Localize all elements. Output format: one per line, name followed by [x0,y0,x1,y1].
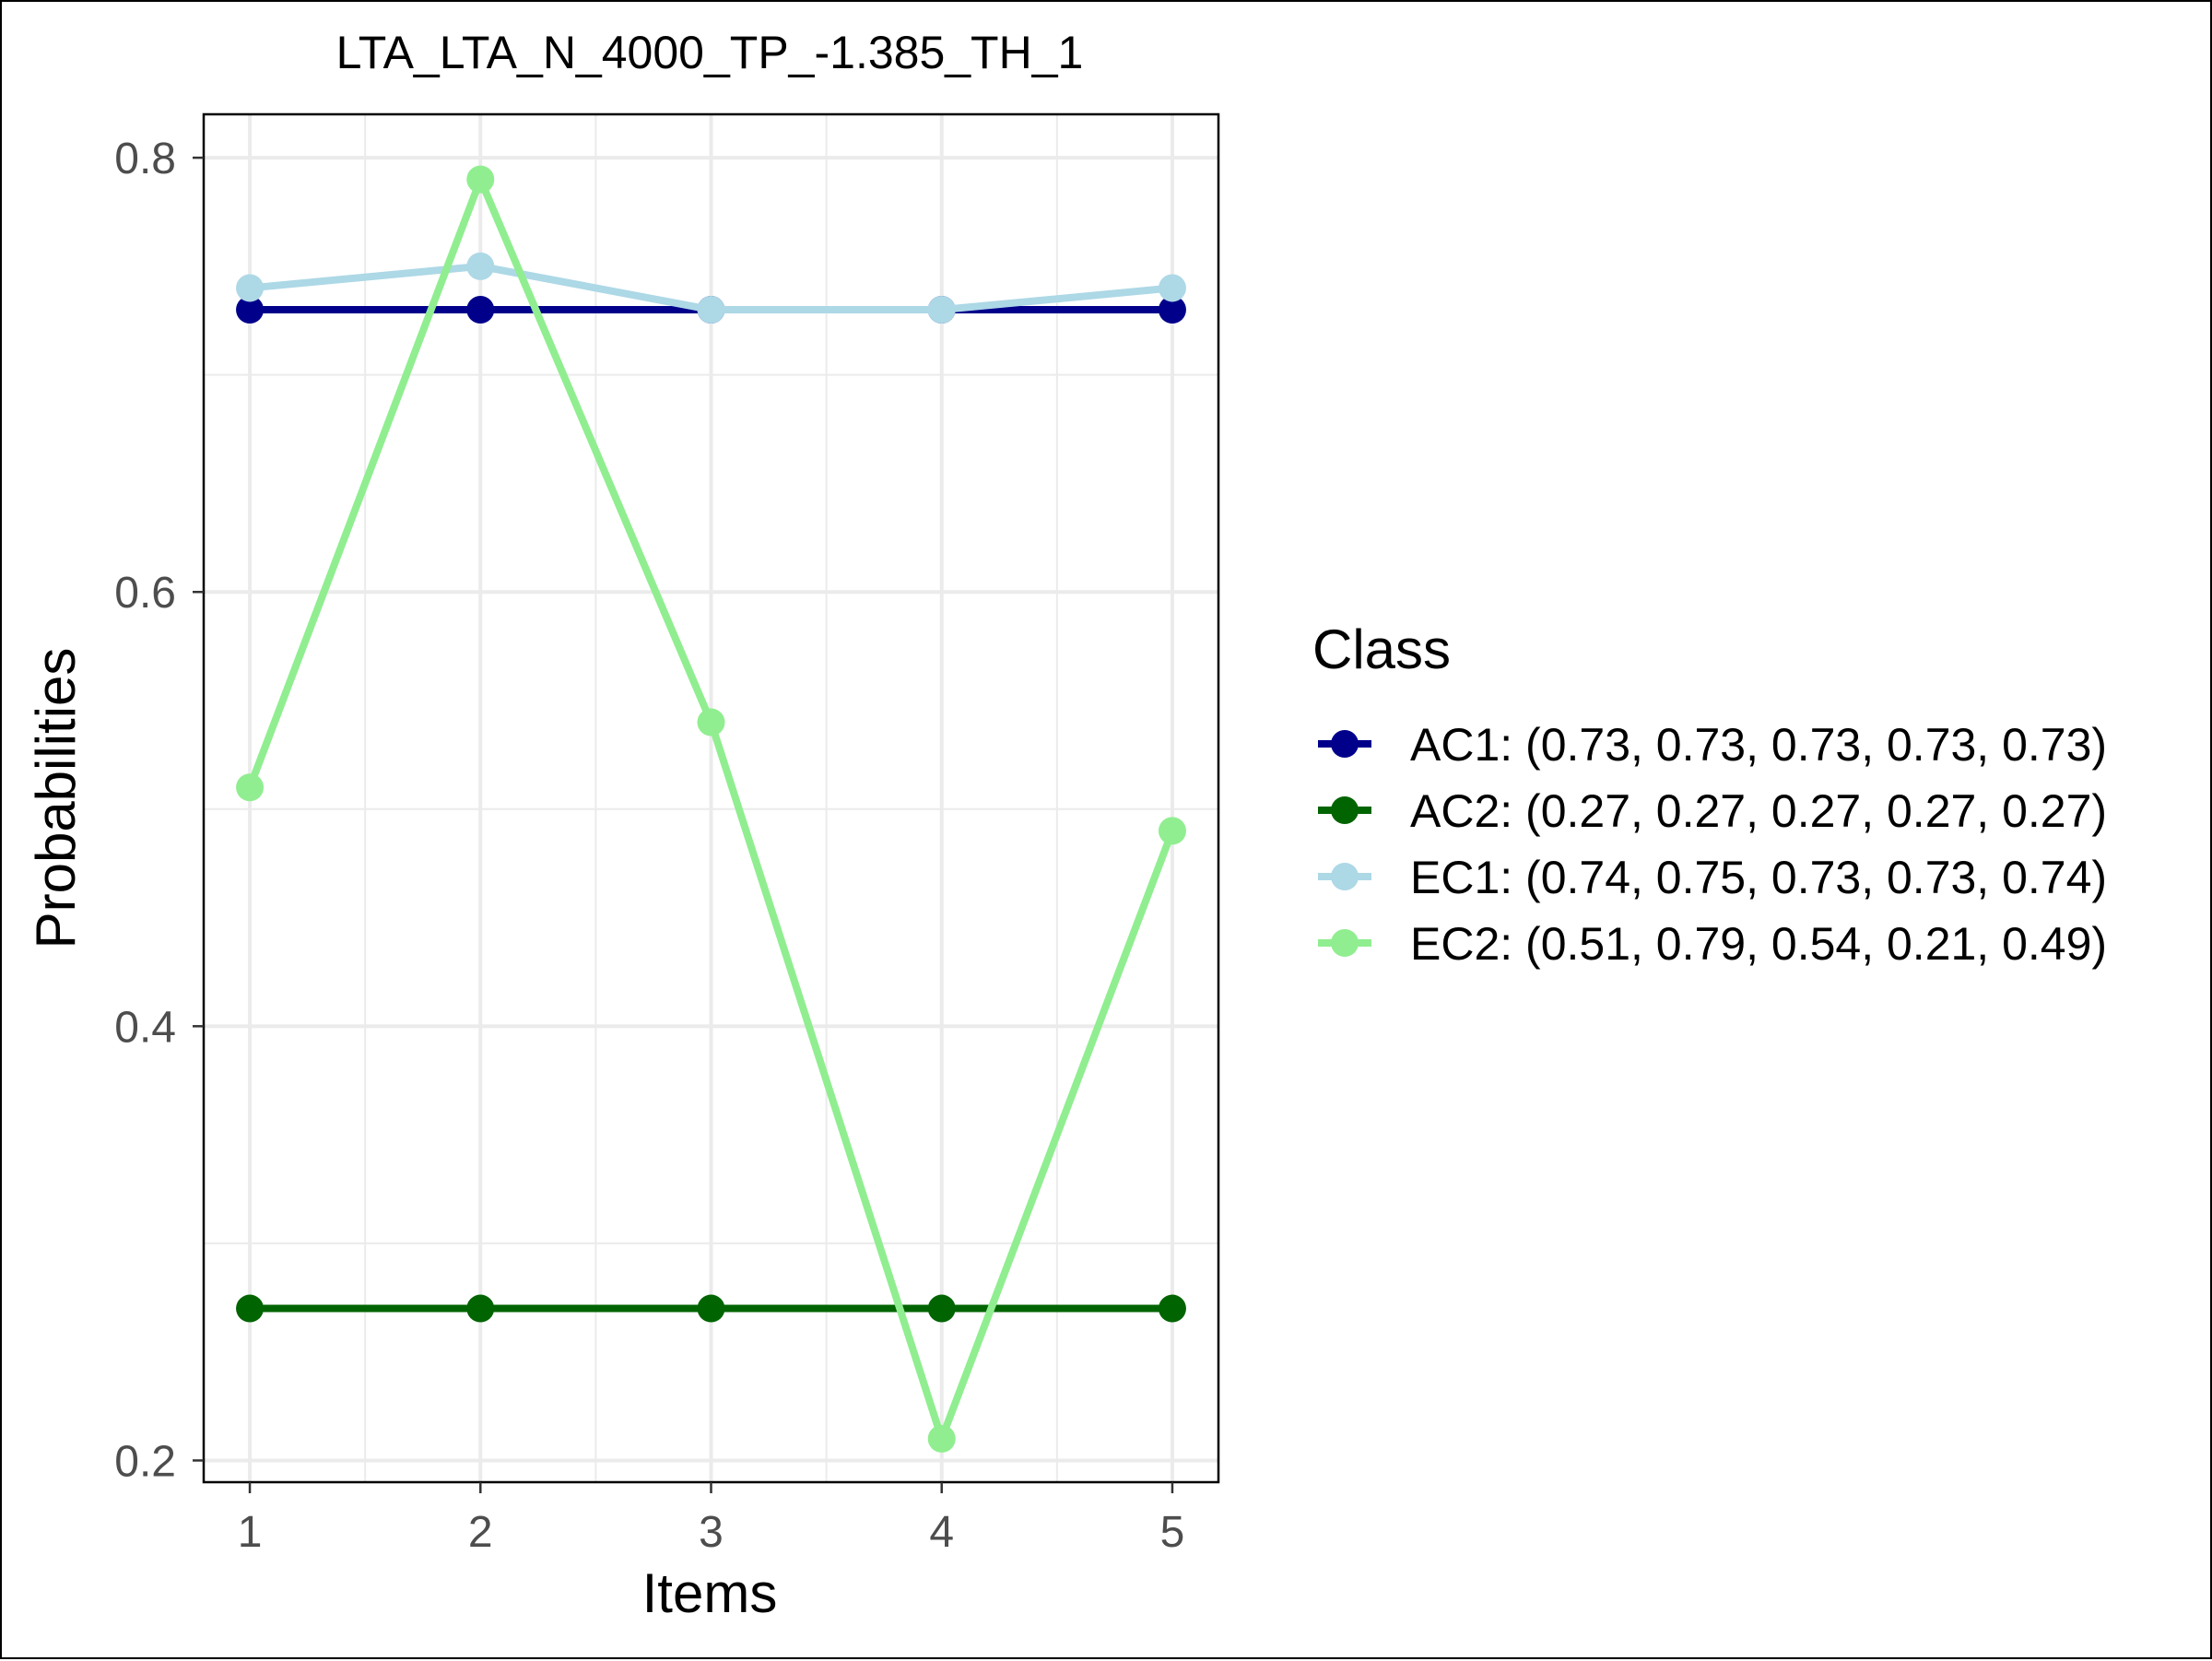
x-tick-label: 2 [468,1508,493,1557]
data-point [236,1294,265,1323]
x-tick-label: 3 [699,1508,724,1557]
legend-label: EC1: (0.74, 0.75, 0.73, 0.73, 0.74) [1410,852,2107,903]
legend-key-point [1331,730,1359,758]
data-point [927,1424,956,1453]
legend-item-ec1: EC1: (0.74, 0.75, 0.73, 0.73, 0.74) [1318,852,2107,903]
legend-key-point [1331,863,1359,890]
data-point [466,165,495,194]
legend-item-ec2: EC2: (0.51, 0.79, 0.54, 0.21, 0.49) [1318,918,2107,970]
x-tick-label: 1 [238,1508,263,1557]
x-tick-label: 5 [1160,1508,1185,1557]
y-tick-label: 0.6 [114,569,176,618]
data-point [697,296,725,324]
series-ac2 [236,1294,1186,1323]
data-point [1158,296,1186,324]
data-point [697,1294,725,1323]
legend-item-ac1: AC1: (0.73, 0.73, 0.73, 0.73, 0.73) [1318,719,2107,771]
y-axis-label: Probabilities [25,648,87,949]
legend-title: Class [1312,618,1451,680]
y-tick-label: 0.8 [114,135,176,183]
chart-title: LTA_LTA_N_4000_TP_-1.385_TH_1 [336,27,1084,78]
data-point [697,708,725,736]
legend-label: EC2: (0.51, 0.79, 0.54, 0.21, 0.49) [1410,918,2107,970]
legend: Class AC1: (0.73, 0.73, 0.73, 0.73, 0.73… [1312,618,2107,970]
data-point [927,296,956,324]
y-tick-label: 0.4 [114,1003,176,1052]
legend-key-point [1331,796,1359,824]
data-point [1158,1294,1186,1323]
grid [204,114,1218,1482]
legend-label: AC2: (0.27, 0.27, 0.27, 0.27, 0.27) [1410,785,2107,837]
legend-label: AC1: (0.73, 0.73, 0.73, 0.73, 0.73) [1410,719,2107,771]
data-point [1158,274,1186,302]
data-point [927,1294,956,1323]
series-ec1 [236,252,1186,324]
data-point [466,296,495,324]
x-axis-label: Items [642,1562,778,1624]
series-layer [236,165,1186,1453]
data-point [466,1294,495,1323]
data-point [1158,817,1186,845]
x-tick-label: 4 [929,1508,954,1557]
legend-key-point [1331,929,1359,957]
y-tick-label: 0.2 [114,1437,176,1486]
axes: 1 2 3 4 5 0.2 0.4 0.6 0.8 [114,135,1184,1557]
legend-item-ac2: AC2: (0.27, 0.27, 0.27, 0.27, 0.27) [1318,785,2107,837]
data-point [236,296,265,324]
data-point [466,252,495,280]
data-point [236,773,265,802]
data-point [236,274,265,302]
series-ec2 [236,165,1186,1453]
